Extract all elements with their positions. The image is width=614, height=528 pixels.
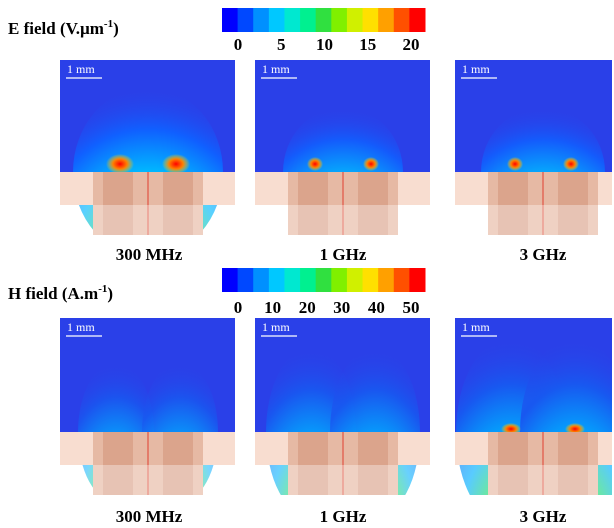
colorbar-tick-label: 30 [333,298,350,317]
colorbar-segment [253,8,270,32]
lower-fade [60,465,235,495]
colorbar-tick-label: 5 [277,35,286,54]
electrode-stripe [103,172,133,235]
electrode-stripe [498,432,528,495]
colorbar-segment [222,268,239,292]
colorbar-segment [300,8,317,32]
scale-bar-label: 1 mm [462,62,490,76]
electrode-stripe [558,172,588,235]
hot-spot [307,157,323,171]
field-panel [60,318,235,495]
colorbar-segment [378,268,395,292]
colorbar-segment [268,8,285,32]
panel-label: 1 GHz [320,245,367,264]
colorbar-segment [237,8,254,32]
field-panel [255,318,430,495]
field-panel [455,318,612,495]
field-panel [60,60,235,235]
scale-bar-label: 1 mm [262,320,290,334]
electrode-stripe [163,432,193,495]
field-title: E field (V.µm-1) [8,18,119,38]
colorbar-tick-label: 10 [316,35,333,54]
hot-spot [507,157,523,171]
colorbar-segment [331,8,348,32]
colorbar-segment [315,268,332,292]
colorbar-segment [268,268,285,292]
lower-fade [455,465,612,495]
electrode-stripe [358,172,388,235]
colorbar-segment [362,268,379,292]
colorbar-tick-label: 50 [403,298,420,317]
colorbar-tick-label: 15 [359,35,376,54]
colorbar-segment [300,268,317,292]
hot-spot [106,154,134,174]
hot-spot [563,157,579,171]
colorbar-segment [253,268,270,292]
electrode-stripe [298,172,328,235]
colorbar-segment [393,8,410,32]
lower-fade [60,205,235,235]
electrode-stripe [498,172,528,235]
scale-bar-label: 1 mm [262,62,290,76]
scale-bar-label: 1 mm [67,320,95,334]
colorbar-tick-label: 0 [234,35,243,54]
colorbar-segment [346,268,364,292]
panel-label: 1 GHz [320,507,367,526]
field-panel [455,60,612,235]
hot-spot [363,157,379,171]
panel-label: 300 MHz [116,507,183,526]
hot-spot [162,154,190,174]
colorbar-segment [315,8,332,32]
field-panel [255,60,430,235]
colorbar-segment [362,8,379,32]
electrode-stripe [103,432,133,495]
electrode-stripe [558,432,588,495]
colorbar-segment [284,8,301,32]
electrode-stripe [163,172,193,235]
colorbar-segment [378,8,395,32]
colorbar-segment [409,268,426,292]
electrode-stripe [298,432,328,495]
title-sup: -1 [98,283,107,295]
colorbar-tick-label: 0 [234,298,243,317]
lower-fade [255,465,430,495]
lower-fade [455,205,612,235]
colorbar-segment [284,268,301,292]
electrode-stripe [358,432,388,495]
colorbar-segment [331,268,348,292]
colorbar-tick-label: 40 [368,298,385,317]
colorbar-tick-label: 20 [403,35,420,54]
colorbar-segment [222,8,239,32]
title-text: H field (A.m [8,284,98,303]
title-sup: -1 [104,18,113,30]
title-end: ) [107,284,113,303]
colorbar-segment [237,268,254,292]
field-title: H field (A.m-1) [8,283,113,303]
colorbar-segment [409,8,426,32]
panel-label: 3 GHz [520,245,567,264]
title-text: E field (V.µm [8,19,104,38]
colorbar-segment [346,8,364,32]
colorbar-segment [393,268,410,292]
colorbar-tick-label: 10 [264,298,281,317]
panel-label: 3 GHz [520,507,567,526]
lower-fade [255,205,430,235]
scale-bar-label: 1 mm [462,320,490,334]
colorbar-tick-label: 20 [299,298,316,317]
title-end: ) [113,19,119,38]
scale-bar-label: 1 mm [67,62,95,76]
panel-label: 300 MHz [116,245,183,264]
